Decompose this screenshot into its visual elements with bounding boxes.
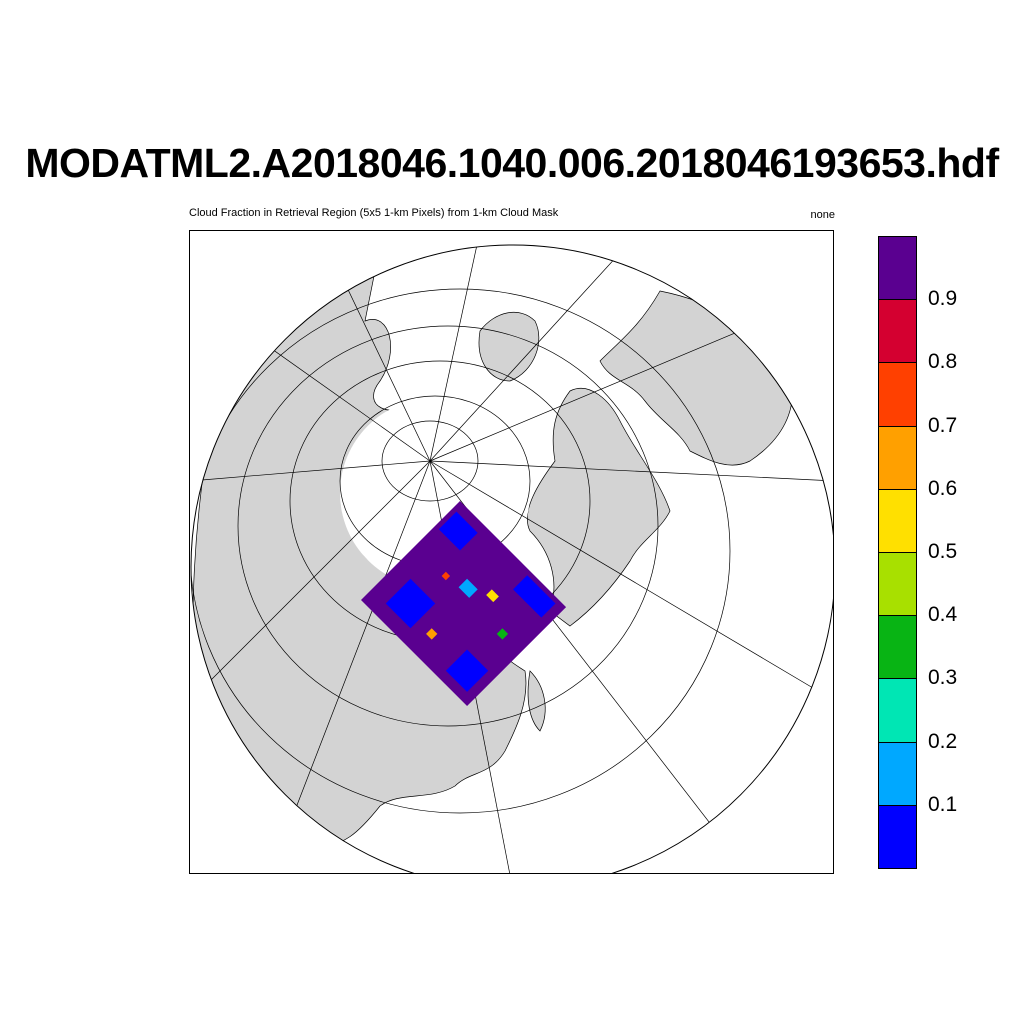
colorbar-box-1 [878,804,917,869]
colorbar-label: 0.4 [928,603,958,627]
graticule-parallels [191,288,731,814]
colorbar-box-6 [878,488,917,553]
colorbar-box-3 [878,678,917,743]
variable-long-name: Cloud Fraction in Retrieval Region (5x5 … [189,207,559,219]
polar-map [190,244,833,873]
colorbar-box-7 [878,425,917,490]
land-japan [527,670,546,732]
colorbar-box-10 [878,236,917,301]
plot-title: MODATML2.A2018046.1040.006.2018046193653… [25,140,999,186]
land-greenland [478,312,540,382]
colorbar-label: 0.5 [928,540,958,563]
colorbar-box-9 [878,299,917,364]
colorbar-label: 0.8 [928,350,958,374]
colorbar-label: 0.3 [928,666,958,690]
land-siberia [526,388,671,627]
globe-outline [190,244,833,873]
granule-swath [361,501,567,707]
colorbar-label: 0.1 [928,792,958,816]
colorbar-box-4 [878,615,917,680]
map-panel [189,230,834,874]
colorbar-box-2 [878,741,917,806]
units-label: none [810,209,835,221]
colorbar-label: 0.7 [928,413,958,437]
colorbar-label: 0.6 [928,476,958,500]
colorbar-label: 0.9 [928,287,958,311]
colorbar [878,236,917,869]
colorbar-label: 0.2 [928,729,958,753]
colorbar-box-8 [878,362,917,427]
colorbar-box-5 [878,552,917,617]
